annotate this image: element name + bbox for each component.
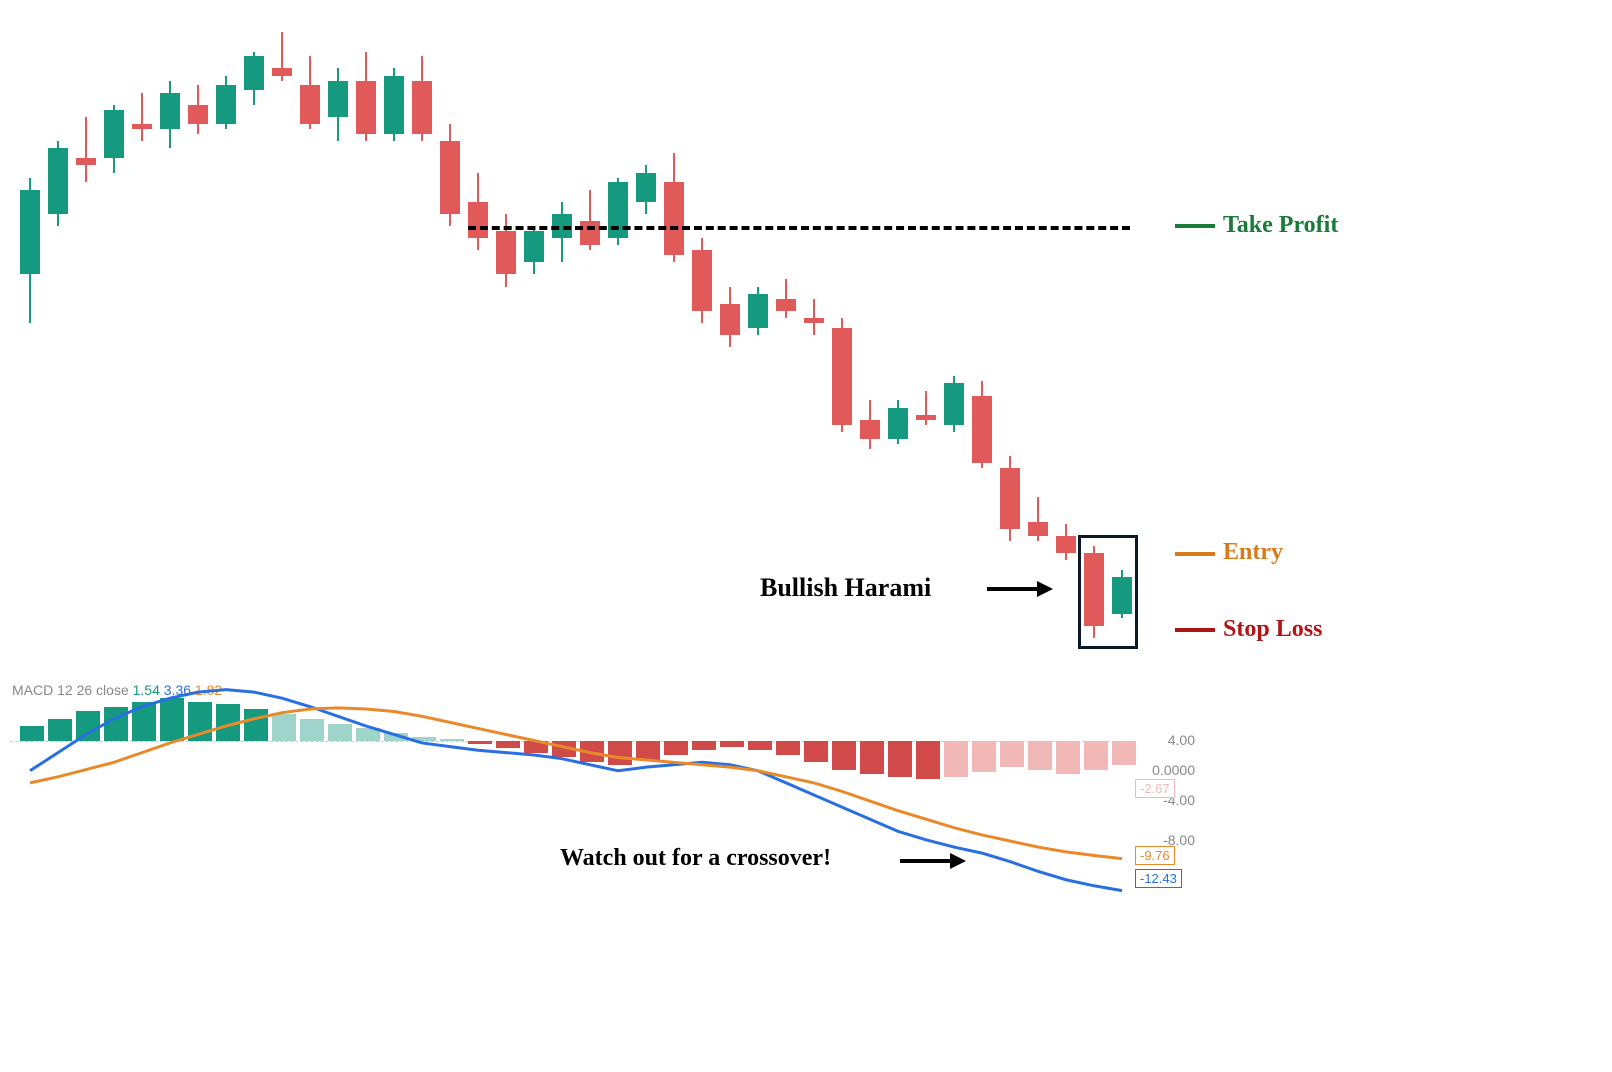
macd-hist-bar (76, 711, 100, 740)
macd-hist-bar (244, 709, 268, 740)
candle (720, 0, 740, 700)
candle (188, 0, 208, 700)
macd-hist-bar (1056, 741, 1080, 775)
macd-hist-bar (860, 741, 884, 775)
candle (664, 0, 684, 700)
macd-hist-bar (104, 707, 128, 741)
macd-hist-bar (552, 741, 576, 758)
macd-hist-bar (636, 741, 660, 760)
macd-hist-bar (692, 741, 716, 751)
take-profit-line (468, 226, 1130, 230)
macd-params: 12 26 close (57, 682, 129, 698)
candle (300, 0, 320, 700)
macd-hist-bar (48, 719, 72, 741)
macd-hist-bar (300, 719, 324, 741)
macd-hist-bar (20, 726, 44, 741)
macd-hist-bar (832, 741, 856, 770)
macd-hist-bar (384, 733, 408, 740)
candle (468, 0, 488, 700)
macd-hist-bar (916, 741, 940, 780)
macd-hist-bar (160, 698, 184, 740)
candle (132, 0, 152, 700)
macd-value-box: -2.67 (1135, 779, 1175, 798)
candle (440, 0, 460, 700)
macd-hist-bar (580, 741, 604, 763)
candle (48, 0, 68, 700)
macd-hist-bar (412, 737, 436, 741)
macd-hist-bar (1028, 741, 1052, 770)
macd-hist-bar (1112, 741, 1136, 765)
macd-hist-bar (804, 741, 828, 763)
macd-hist-bar (720, 741, 744, 747)
macd-val1: 1.54 (133, 682, 160, 698)
legend-text: Entry (1223, 539, 1283, 565)
bullish-harami-label: Bullish Harami (760, 573, 931, 603)
macd-hist-bar (776, 741, 800, 756)
macd-hist-bar (888, 741, 912, 777)
candle (384, 0, 404, 700)
legend-stop-loss: Stop Loss (1175, 616, 1322, 643)
arrow-right-icon (898, 849, 968, 873)
macd-hist-bar (468, 741, 492, 745)
candle (692, 0, 712, 700)
macd-prefix: MACD (12, 682, 53, 698)
macd-hist-bar (496, 741, 520, 748)
macd-hist-bar (356, 728, 380, 740)
candle (944, 0, 964, 700)
macd-hist-bar (440, 739, 464, 740)
candle (104, 0, 124, 700)
candle (524, 0, 544, 700)
crossover-label: Watch out for a crossover! (560, 845, 831, 872)
candle (216, 0, 236, 700)
legend-entry: Entry (1175, 539, 1283, 566)
candle (244, 0, 264, 700)
arrow-right-icon (985, 577, 1055, 601)
macd-val2: 3.36 (164, 682, 191, 698)
candle (608, 0, 628, 700)
macd-hist-bar (1084, 741, 1108, 770)
macd-hist-bar (272, 714, 296, 741)
bullish-harami-box (1078, 535, 1138, 649)
macd-value-box: -12.43 (1135, 869, 1182, 888)
macd-hist-bar (1000, 741, 1024, 768)
macd-hist-bar (608, 741, 632, 765)
candle (412, 0, 432, 700)
candle (636, 0, 656, 700)
macd-axis-tick: 4.00 (1135, 732, 1195, 748)
macd-hist-bar (524, 741, 548, 753)
candle (76, 0, 96, 700)
macd-hist-bar (132, 702, 156, 741)
macd-hist-bar (664, 741, 688, 756)
candle (580, 0, 600, 700)
candle (328, 0, 348, 700)
macd-label: MACD 12 26 close 1.54 3.36 1.82 (12, 682, 222, 698)
macd-hist-bar (972, 741, 996, 772)
macd-hist-bar (944, 741, 968, 777)
candle (552, 0, 572, 700)
chart-container: Take Profit Entry Stop Loss Bullish Harami M… (0, 0, 1612, 1072)
candle (356, 0, 376, 700)
legend-take-profit: Take Profit (1175, 212, 1338, 239)
legend-text: Take Profit (1223, 212, 1338, 238)
macd-hist-bar (216, 704, 240, 740)
candle (160, 0, 180, 700)
candle (272, 0, 292, 700)
legend-text: Stop Loss (1223, 616, 1322, 642)
macd-hist-bar (748, 741, 772, 751)
macd-hist-bar (328, 724, 352, 741)
candle (496, 0, 516, 700)
candle (1056, 0, 1076, 700)
macd-val3: 1.82 (195, 682, 222, 698)
macd-value-box: -9.76 (1135, 846, 1175, 865)
macd-axis-tick: 0.0000 (1135, 762, 1195, 778)
macd-hist-bar (188, 702, 212, 741)
candle (20, 0, 40, 700)
